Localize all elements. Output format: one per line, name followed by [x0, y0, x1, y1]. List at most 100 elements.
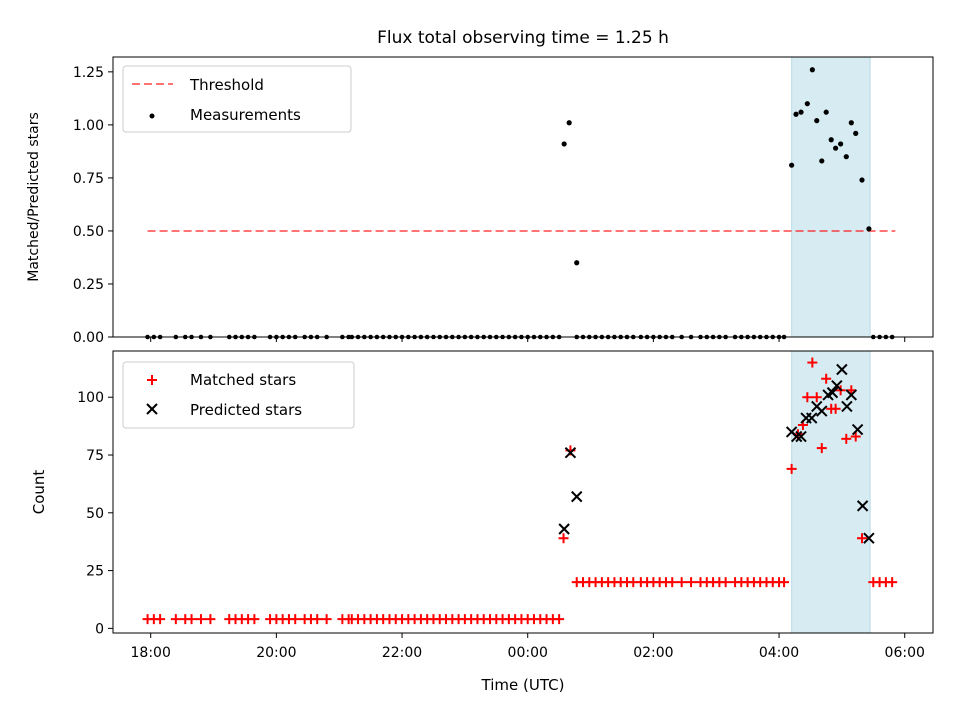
matched-star-marker — [170, 614, 181, 625]
predicted-star-marker — [558, 523, 570, 535]
measurement-point — [809, 67, 815, 73]
legend-predicted-label: Predicted stars — [190, 401, 302, 419]
matched-star-marker — [830, 403, 841, 414]
y-tick-label: 0.00 — [73, 330, 104, 346]
x-tick-label: 00:00 — [508, 645, 548, 661]
bottom-legend: Matched stars Predicted stars — [122, 361, 355, 429]
predicted-star-marker — [790, 430, 803, 443]
matched-star-marker — [811, 392, 822, 403]
top-x-ticks — [150, 337, 906, 342]
matched-star-markers — [142, 357, 898, 625]
top-legend: Threshold Measurements — [122, 65, 352, 133]
matched-star-marker — [850, 431, 861, 442]
matched-star-marker — [554, 614, 565, 625]
predicted-star-marker — [845, 389, 858, 401]
measurement-point — [848, 120, 854, 126]
flux-ratio-panel: 0.00 0.25 0.50 0.75 1.00 1.25 Flux total obse… — [26, 28, 934, 346]
matched-star-marker — [195, 614, 206, 625]
bottom-y-axis-label: Count — [30, 470, 48, 515]
measurement-point — [843, 154, 849, 160]
matched-star-marker — [779, 577, 790, 588]
measurement-point — [833, 145, 839, 151]
measurement-point — [789, 162, 795, 168]
matched-star-marker — [686, 577, 697, 588]
predicted-star-marker — [816, 405, 828, 417]
predicted-star-marker — [826, 386, 839, 399]
x-tick-label: 22:00 — [382, 645, 422, 661]
top-y-axis-label: Matched/Predicted stars — [26, 112, 42, 282]
predicted-star-marker — [564, 446, 577, 459]
matched-star-marker — [312, 614, 323, 625]
bottom-axes-frame — [112, 350, 934, 634]
x-tick-label: 02:00 — [633, 645, 673, 661]
x-tick-label: 20:00 — [256, 645, 296, 661]
bottom-x-ticks: 18:00 20:00 22:00 00:00 02:00 04:00 06:00 — [131, 633, 925, 661]
measurement-point — [828, 137, 834, 143]
matched-star-marker — [558, 533, 569, 544]
legend-measurements-swatch — [149, 113, 155, 119]
matched-star-marker — [290, 614, 301, 625]
legend-threshold-label: Threshold — [189, 76, 264, 94]
measurement-point — [793, 111, 799, 117]
matched-star-marker — [856, 533, 867, 544]
predicted-star-marker — [863, 532, 875, 544]
measurement-point — [859, 177, 865, 183]
matched-star-marker — [841, 433, 852, 444]
matched-star-marker — [205, 614, 216, 625]
predicted-star-marker — [571, 490, 583, 503]
star-count-panel: 18:00 20:00 22:00 00:00 02:00 04:00 06:00 0 25 5… — [30, 350, 934, 694]
matched-star-marker — [186, 614, 197, 625]
y-tick-label: 100 — [77, 390, 104, 406]
matched-star-marker — [155, 614, 166, 625]
x-axis-label: Time (UTC) — [481, 676, 565, 694]
measurement-point — [561, 141, 567, 147]
matched-star-marker — [676, 577, 687, 588]
x-tick-label: 18:00 — [131, 645, 171, 661]
measurement-point — [798, 109, 804, 115]
bottom-y-ticks: 0 25 50 75 100 — [77, 390, 113, 637]
measurement-point — [574, 260, 580, 266]
y-tick-label: 0.25 — [73, 277, 104, 293]
measurement-point — [823, 109, 829, 115]
legend-matched-label: Matched stars — [190, 371, 296, 389]
y-tick-label: 1.25 — [73, 65, 104, 81]
legend-matched-swatch — [147, 375, 157, 385]
matched-star-marker — [802, 392, 813, 403]
observing-window-shade — [791, 56, 871, 338]
predicted-star-markers — [558, 363, 875, 544]
y-tick-label: 0.75 — [73, 171, 104, 187]
matched-star-marker — [786, 463, 797, 474]
top-y-ticks: 0.00 0.25 0.50 0.75 1.00 1.25 — [73, 65, 113, 346]
measurement-point — [838, 141, 844, 147]
measurement-point — [814, 118, 820, 124]
measurement-point — [853, 130, 859, 136]
predicted-star-marker — [806, 412, 818, 424]
matched-star-marker — [807, 357, 818, 368]
y-tick-label: 75 — [86, 448, 104, 464]
predicted-star-marker — [851, 423, 864, 436]
y-tick-label: 0.50 — [73, 224, 104, 240]
y-tick-label: 0 — [95, 621, 104, 637]
x-tick-label: 04:00 — [759, 645, 799, 661]
matched-star-marker — [887, 577, 898, 588]
predicted-star-marker — [841, 400, 853, 413]
matched-star-marker — [816, 443, 827, 454]
top-axes-frame — [112, 56, 934, 338]
matched-star-marker — [667, 577, 678, 588]
matched-star-marker — [321, 614, 332, 625]
x-tick-label: 06:00 — [885, 645, 925, 661]
predicted-star-marker — [836, 363, 848, 376]
legend-predicted-swatch — [146, 403, 158, 415]
predicted-star-marker — [856, 500, 869, 512]
matched-star-marker — [249, 614, 260, 625]
predicted-star-marker — [831, 379, 843, 392]
matched-star-marker — [821, 373, 832, 384]
y-tick-label: 25 — [86, 564, 104, 580]
measurement-point — [566, 120, 572, 126]
measurement-point — [804, 101, 810, 107]
chart-title: Flux total observing time = 1.25 h — [377, 28, 669, 48]
measurement-point — [819, 158, 825, 164]
legend-measurements-label: Measurements — [190, 106, 301, 124]
measurement-point — [866, 226, 872, 232]
